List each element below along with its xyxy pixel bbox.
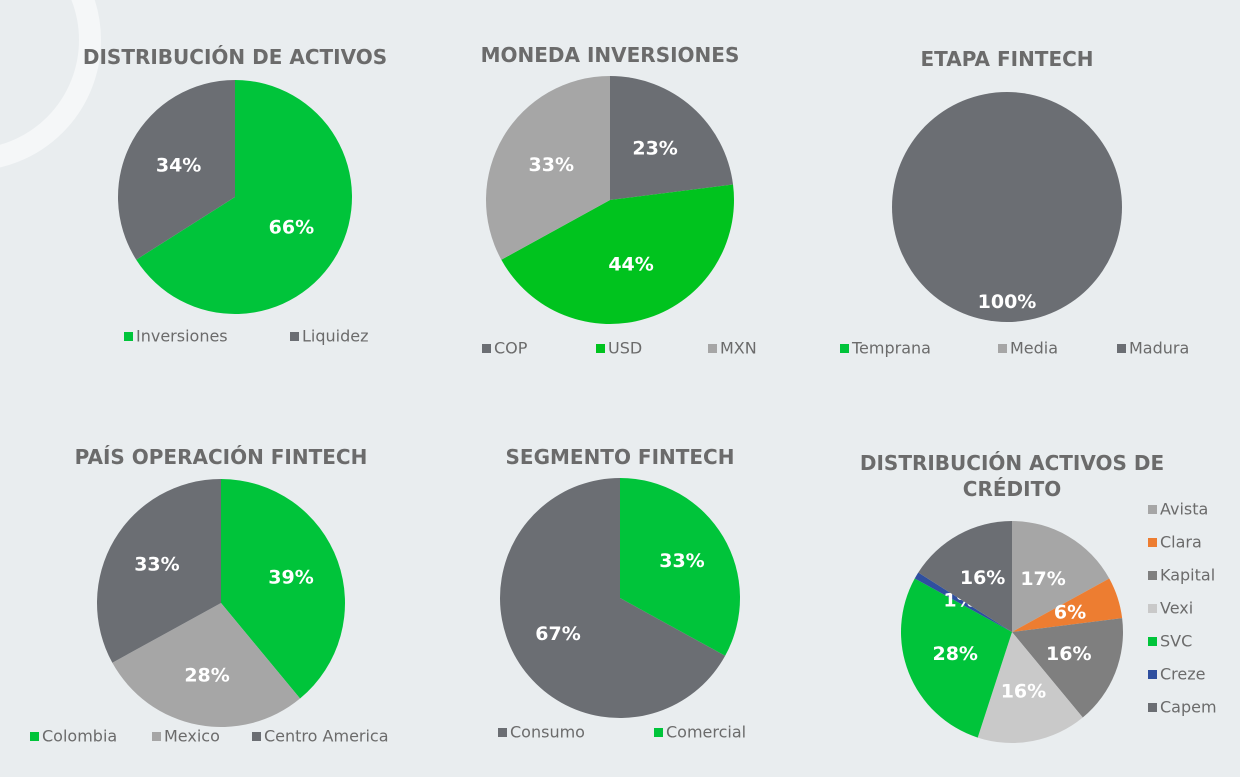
legend-label: Liquidez — [302, 327, 369, 346]
pie-slice — [1012, 521, 1110, 632]
legend-label: Temprana — [851, 339, 931, 358]
chart-title: DISTRIBUCIÓN DE ACTIVOS — [82, 45, 388, 69]
chart-title-box: DISTRIBUCIÓN DE ACTIVOS — [82, 45, 388, 69]
data-label: 28% — [932, 643, 977, 665]
pie-slice — [918, 521, 1012, 632]
pie-slice — [620, 478, 740, 656]
legend-swatch — [708, 344, 717, 353]
data-label: 16% — [960, 567, 1005, 589]
legend-swatch — [596, 344, 605, 353]
legend-swatch — [498, 728, 507, 737]
legend-swatch — [152, 732, 161, 741]
chart-title-box: ETAPA FINTECH — [920, 47, 1094, 71]
legend-label: Comercial — [666, 723, 746, 742]
legend-label: Colombia — [42, 727, 117, 746]
chart-title: PAÍS OPERACIÓN FINTECH — [74, 445, 368, 469]
legend-label: Capem — [1160, 698, 1217, 717]
legend-swatch — [290, 332, 299, 341]
legend-label: Centro America — [264, 727, 389, 746]
legend-swatch — [1148, 637, 1157, 646]
legend-swatch — [1148, 505, 1157, 514]
legend-swatch — [840, 344, 849, 353]
legend-swatch — [1117, 344, 1126, 353]
pie-slice — [500, 478, 726, 718]
legend-swatch — [654, 728, 663, 737]
pie-slice — [112, 603, 301, 727]
data-label: 33% — [134, 554, 179, 576]
data-label: 66% — [269, 217, 314, 239]
legend-label: Consumo — [510, 723, 585, 742]
legend-label: MXN — [720, 339, 757, 358]
pie-slice — [610, 76, 734, 200]
pie-slice — [485, 75, 610, 260]
data-label: 34% — [156, 154, 201, 176]
legend-label: Vexi — [1160, 599, 1193, 618]
pie-slice — [901, 578, 1012, 738]
legend-label: Media — [1010, 339, 1058, 358]
pie-slice — [501, 184, 734, 325]
data-label: 67% — [535, 623, 580, 645]
legend-label: Kapital — [1160, 566, 1215, 585]
legend-swatch — [998, 344, 1007, 353]
data-label: 100% — [978, 291, 1037, 313]
data-label: 16% — [1046, 643, 1091, 665]
legend-label: Avista — [1160, 500, 1208, 519]
chart-title: ETAPA FINTECH — [920, 47, 1094, 71]
legend-label: USD — [608, 339, 642, 358]
data-label: 39% — [268, 566, 313, 588]
legend-label: Mexico — [164, 727, 220, 746]
pie-slice — [136, 80, 352, 314]
pie-slice — [977, 632, 1083, 743]
chart-title-box: DISTRIBUCIÓN ACTIVOS DE CRÉDITO — [859, 451, 1165, 501]
chart-title: DISTRIBUCIÓN ACTIVOS DE CRÉDITO — [859, 451, 1165, 501]
pie-slice — [221, 479, 345, 699]
legend-swatch — [30, 732, 39, 741]
legend-label: SVC — [1160, 632, 1192, 651]
legend-label: Madura — [1129, 339, 1189, 358]
pie-slice — [892, 92, 1122, 322]
pie-slice — [118, 80, 235, 260]
data-label: 23% — [632, 137, 677, 159]
legend-swatch — [482, 344, 491, 353]
chart-title-box: MONEDA INVERSIONES — [480, 43, 740, 67]
legend-swatch — [1148, 604, 1157, 613]
chart-title: SEGMENTO FINTECH — [505, 445, 735, 469]
data-label: 33% — [659, 550, 704, 572]
legend-swatch — [1148, 571, 1157, 580]
legend-swatch — [1148, 670, 1157, 679]
data-label: 33% — [529, 154, 574, 176]
chart-title: MONEDA INVERSIONES — [480, 43, 740, 67]
data-label: 17% — [1020, 568, 1065, 590]
data-label: 44% — [608, 253, 653, 275]
chart-title-box: PAÍS OPERACIÓN FINTECH — [74, 445, 368, 469]
pie-slice — [1012, 618, 1123, 718]
data-label: 6% — [1054, 602, 1086, 624]
legend-swatch — [124, 332, 133, 341]
legend-label: Creze — [1160, 665, 1205, 684]
legend-label: Inversiones — [136, 327, 228, 346]
decoration — [0, 0, 101, 168]
pie-slice — [1012, 578, 1123, 632]
legend-swatch — [1148, 703, 1157, 712]
legend-label: COP — [494, 339, 528, 358]
pie-slice — [914, 572, 1012, 632]
pie-slice — [97, 479, 221, 663]
legend-label: Clara — [1160, 533, 1202, 552]
chart-title-box: SEGMENTO FINTECH — [505, 445, 735, 469]
data-label: 16% — [1001, 680, 1046, 702]
legend-swatch — [1148, 538, 1157, 547]
data-label: 28% — [184, 665, 229, 687]
legend-swatch — [252, 732, 261, 741]
